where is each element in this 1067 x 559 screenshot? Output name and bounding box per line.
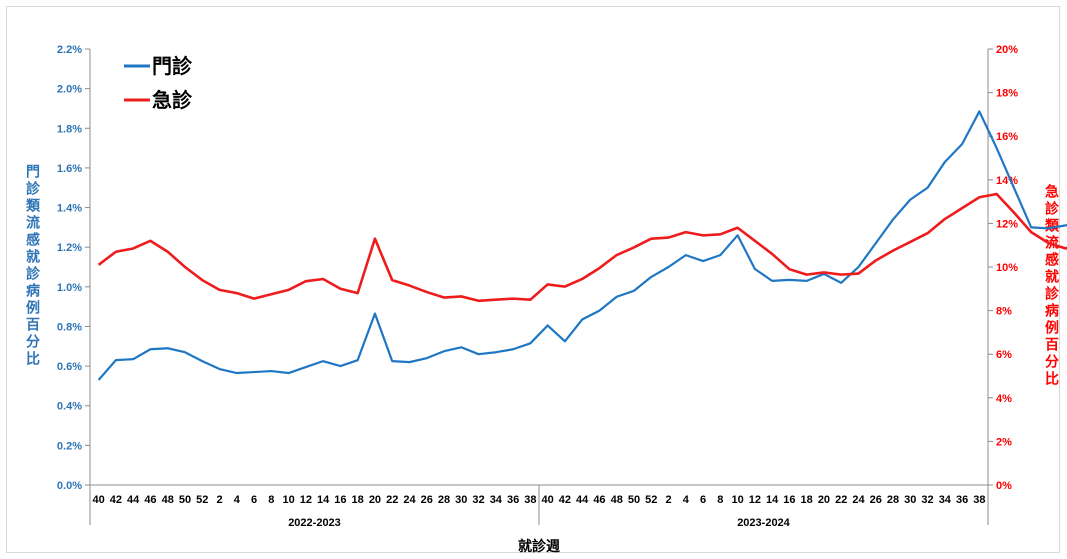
x-axis-week-label: 10 <box>731 494 743 506</box>
x-axis-week-label: 28 <box>438 494 450 506</box>
x-axis-week-label: 26 <box>870 494 882 506</box>
right-axis-tick-label: 20% <box>996 44 1018 56</box>
x-axis-week-label: 44 <box>127 494 140 506</box>
x-axis-week-label: 40 <box>93 494 105 506</box>
left-axis-tick-label: 0.8% <box>57 321 82 333</box>
x-axis-week-label: 36 <box>956 494 968 506</box>
left-axis-tick-label: 1.8% <box>57 123 82 135</box>
left-axis-title: 門診類流感就診病例百分比 <box>25 165 41 368</box>
series-line-emergency <box>97 192 1067 303</box>
x-axis-week-label: 6 <box>251 494 257 506</box>
x-axis-week-label: 4 <box>683 494 690 506</box>
x-axis-week-label: 36 <box>507 494 519 506</box>
x-axis-week-label: 24 <box>403 494 416 506</box>
left-axis-tick-label: 2.0% <box>57 84 82 96</box>
x-axis-week-label: 10 <box>282 494 294 506</box>
x-axis-week-label: 18 <box>352 494 364 506</box>
x-axis-week-label: 30 <box>904 494 916 506</box>
x-axis-week-label: 14 <box>766 494 779 506</box>
x-axis-week-label: 2 <box>216 494 222 506</box>
left-axis-tick-label: 2.2% <box>57 44 82 56</box>
x-axis-week-label: 52 <box>645 494 657 506</box>
x-axis-week-label: 8 <box>268 494 274 506</box>
left-axis-tick-label: 1.0% <box>57 282 82 294</box>
x-axis-week-label: 12 <box>300 494 312 506</box>
x-axis-week-label: 4 <box>234 494 241 506</box>
right-axis-tick-label: 8% <box>996 306 1012 318</box>
x-axis-week-label: 42 <box>110 494 122 506</box>
legend-label: 急診 <box>152 88 193 112</box>
x-axis-week-label: 46 <box>593 494 605 506</box>
x-axis-week-label: 30 <box>455 494 467 506</box>
legend-label: 門診 <box>152 54 193 78</box>
x-axis-week-label: 18 <box>801 494 813 506</box>
x-axis-week-label: 38 <box>973 494 985 506</box>
x-axis-week-label: 46 <box>144 494 156 506</box>
x-axis-week-label: 32 <box>472 494 484 506</box>
x-axis-week-label: 16 <box>783 494 795 506</box>
left-axis-tick-label: 0.4% <box>57 401 82 413</box>
x-axis-week-label: 34 <box>939 494 952 506</box>
left-axis-tick-label: 1.6% <box>57 163 82 175</box>
left-axis-tick-label: 1.2% <box>57 242 82 254</box>
right-axis-title: 急診類流感就診病例百分比 <box>1044 184 1060 388</box>
right-axis-tick-label: 6% <box>996 349 1012 361</box>
x-axis-week-label: 52 <box>196 494 208 506</box>
left-axis-tick-label: 0.2% <box>57 440 82 452</box>
x-axis-week-label: 32 <box>921 494 933 506</box>
x-axis-week-label: 48 <box>162 494 174 506</box>
x-axis-week-label: 12 <box>749 494 761 506</box>
x-axis-week-label: 44 <box>576 494 589 506</box>
x-axis-week-label: 16 <box>334 494 346 506</box>
x-axis-title: 就診週 <box>518 538 560 555</box>
left-axis-tick-label: 1.4% <box>57 203 82 215</box>
x-axis-week-label: 40 <box>542 494 554 506</box>
x-axis-week-label: 38 <box>524 494 536 506</box>
x-axis-week-label: 8 <box>717 494 723 506</box>
series-line-outpatient <box>97 110 1067 381</box>
right-axis-tick-label: 4% <box>996 393 1012 405</box>
x-axis-week-label: 22 <box>835 494 847 506</box>
right-axis-tick-label: 18% <box>996 88 1018 100</box>
season-label: 2023-2024 <box>737 517 790 529</box>
x-axis-week-label: 34 <box>490 494 503 506</box>
right-axis-tick-label: 14% <box>996 175 1018 187</box>
right-axis-tick-label: 12% <box>996 218 1018 230</box>
x-axis-week-label: 50 <box>179 494 191 506</box>
left-axis-tick-label: 0.6% <box>57 361 82 373</box>
x-axis-week-label: 42 <box>559 494 571 506</box>
right-axis-tick-label: 0% <box>996 480 1012 492</box>
x-axis-week-label: 50 <box>628 494 640 506</box>
x-axis-week-label: 14 <box>317 494 330 506</box>
x-axis-week-label: 48 <box>611 494 623 506</box>
x-axis-week-label: 26 <box>421 494 433 506</box>
x-axis-week-label: 28 <box>887 494 899 506</box>
season-label: 2022-2023 <box>288 517 341 529</box>
x-axis-week-label: 24 <box>852 494 865 506</box>
x-axis-week-label: 6 <box>700 494 706 506</box>
x-axis-week-label: 22 <box>386 494 398 506</box>
right-axis-tick-label: 2% <box>996 436 1012 448</box>
x-axis-week-label: 2 <box>665 494 671 506</box>
x-axis-week-label: 20 <box>369 494 381 506</box>
left-axis-tick-label: 0.0% <box>57 480 82 492</box>
right-axis-tick-label: 16% <box>996 131 1018 143</box>
x-axis-week-label: 20 <box>818 494 830 506</box>
chart-frame <box>6 6 1060 553</box>
right-axis-tick-label: 10% <box>996 262 1018 274</box>
